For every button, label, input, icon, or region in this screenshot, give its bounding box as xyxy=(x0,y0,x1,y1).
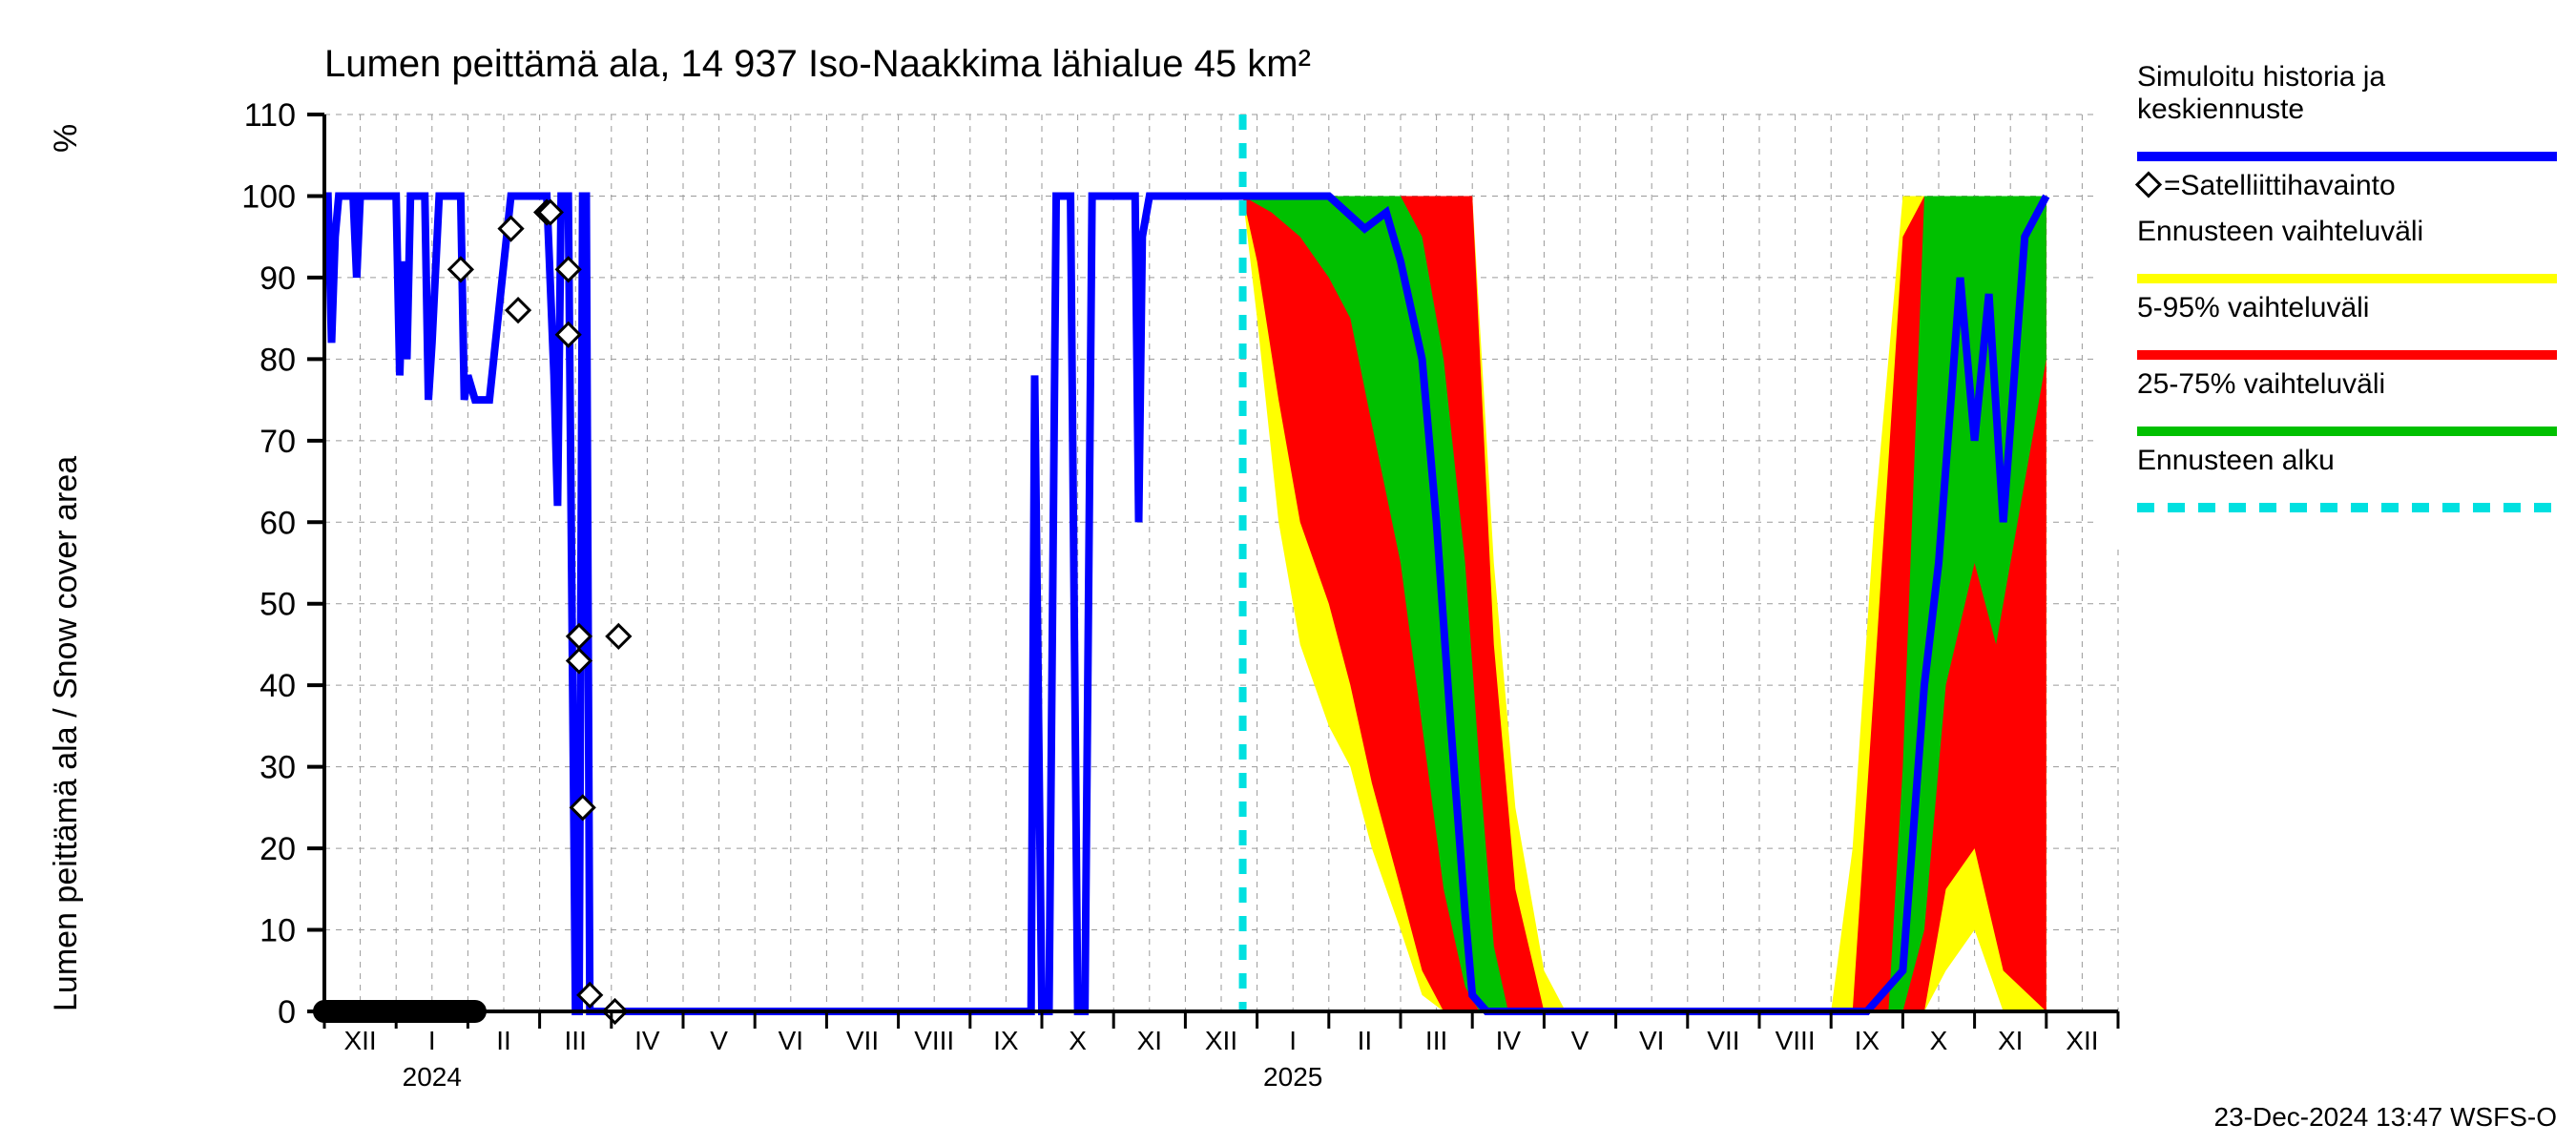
legend-label: Simuloitu historia ja xyxy=(2137,61,2385,93)
ytick-label: 50 xyxy=(260,587,296,623)
xtick-label: XII xyxy=(2066,1026,2098,1055)
xtick-label: IX xyxy=(993,1026,1019,1055)
xtick-label: IV xyxy=(634,1026,660,1055)
chart-footer: 23-Dec-2024 13:47 WSFS-O xyxy=(2214,1102,2558,1132)
legend-label: Ennusteen alku xyxy=(2137,445,2335,476)
xtick-label: VI xyxy=(779,1026,803,1055)
ytick-label: 90 xyxy=(260,260,296,297)
xtick-label: VII xyxy=(1707,1026,1739,1055)
xtick-label: IV xyxy=(1496,1026,1522,1055)
xtick-label: II xyxy=(1358,1026,1373,1055)
ytick-label: 110 xyxy=(244,97,296,134)
ytick-label: 70 xyxy=(260,424,296,460)
xtick-label: II xyxy=(496,1026,511,1055)
xtick-label: III xyxy=(1425,1026,1447,1055)
ylabel-1: Lumen peittämä ala / Snow cover area xyxy=(48,456,84,1011)
xtick-label: VIII xyxy=(914,1026,954,1055)
xtick-label: V xyxy=(710,1026,728,1055)
ylabel-2: % xyxy=(48,124,84,153)
xtick-label: VIII xyxy=(1776,1026,1816,1055)
chart-title: Lumen peittämä ala, 14 937 Iso-Naakkima … xyxy=(324,43,1311,85)
legend: Simuloitu historia jakeskiennuste =Satell… xyxy=(2099,48,2576,544)
xtick-label: V xyxy=(1571,1026,1589,1055)
ytick-label: 20 xyxy=(260,831,296,867)
ytick-label: 30 xyxy=(260,750,296,786)
xtick-label: XII xyxy=(1205,1026,1237,1055)
xtick-label: IX xyxy=(1855,1026,1880,1055)
ytick-label: 10 xyxy=(260,913,296,949)
year-label: 2025 xyxy=(1263,1062,1322,1092)
xtick-label: XI xyxy=(1137,1026,1162,1055)
legend-label: 5-95% vaihteluväli xyxy=(2137,292,2369,323)
legend-label: 25-75% vaihteluväli xyxy=(2137,368,2385,400)
ytick-label: 60 xyxy=(260,505,296,541)
xtick-label: XI xyxy=(1998,1026,2023,1055)
legend-label: Ennusteen vaihteluväli xyxy=(2137,216,2423,247)
legend-label: keskiennuste xyxy=(2137,94,2304,125)
legend-label: =Satelliittihavainto xyxy=(2164,170,2396,201)
xtick-label: X xyxy=(1069,1026,1087,1055)
ytick-label: 100 xyxy=(241,178,296,215)
chart-svg: 0102030405060708090100110XIIIIIIIIIVVVIV… xyxy=(0,0,2576,1145)
xtick-label: X xyxy=(1930,1026,1948,1055)
xtick-label: I xyxy=(428,1026,436,1055)
year-label: 2024 xyxy=(403,1062,462,1092)
xtick-label: VI xyxy=(1639,1026,1664,1055)
snow-cover-chart: 0102030405060708090100110XIIIIIIIIIVVVIV… xyxy=(0,0,2576,1145)
ytick-label: 80 xyxy=(260,342,296,378)
ytick-label: 40 xyxy=(260,668,296,704)
xtick-label: III xyxy=(565,1026,587,1055)
xtick-label: XII xyxy=(343,1026,376,1055)
xtick-label: VII xyxy=(846,1026,879,1055)
ytick-label: 0 xyxy=(278,994,296,1030)
xtick-label: I xyxy=(1289,1026,1297,1055)
